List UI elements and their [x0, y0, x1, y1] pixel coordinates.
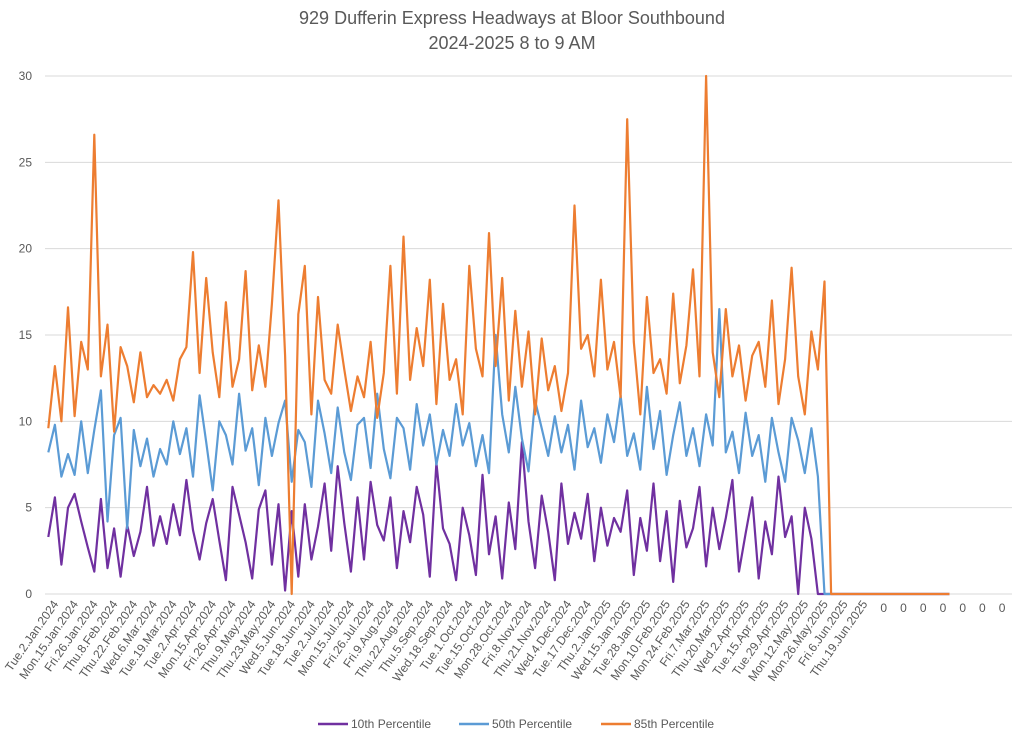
y-tick-label: 5: [25, 501, 32, 515]
series-lines: [47, 74, 950, 596]
y-tick-label: 10: [19, 414, 33, 428]
chart-title: 929 Dufferin Express Headways at Bloor S…: [299, 8, 725, 28]
legend-label-85th: 85th Percentile: [634, 717, 714, 731]
legend-label-50th: 50th Percentile: [492, 717, 572, 731]
y-tick-label: 25: [19, 155, 33, 169]
x-tick-label: 0: [979, 601, 986, 615]
series-line-50th-percentile: [47, 308, 950, 596]
legend: 10th Percentile 50th Percentile 85th Per…: [318, 717, 714, 731]
chart-subtitle: 2024-2025 8 to 9 AM: [428, 33, 595, 53]
y-axis-ticks: 0 5 10 15 20 25 30: [19, 69, 33, 601]
x-tick-label: 0: [880, 601, 887, 615]
gridlines: [45, 75, 1012, 595]
y-tick-label: 0: [25, 587, 32, 601]
series-line-85th-percentile: [47, 74, 950, 596]
x-tick-label: 0: [900, 601, 907, 615]
x-tick-label: 0: [940, 601, 947, 615]
x-axis-ticks: Tue.2.Jan.2024Mon.15.Jan.2024Fri.26.Jan.…: [2, 597, 1006, 684]
legend-item-50th[interactable]: 50th Percentile: [459, 717, 572, 731]
series-line-10th-percentile: [47, 441, 950, 596]
legend-label-10th: 10th Percentile: [351, 717, 431, 731]
legend-item-10th[interactable]: 10th Percentile: [318, 717, 431, 731]
x-tick-label: 0: [959, 601, 966, 615]
x-tick-label: 0: [999, 601, 1006, 615]
legend-item-85th[interactable]: 85th Percentile: [601, 717, 714, 731]
x-tick-label: 0: [920, 601, 927, 615]
y-tick-label: 15: [19, 328, 33, 342]
y-tick-label: 30: [19, 69, 33, 83]
y-tick-label: 20: [19, 242, 33, 256]
